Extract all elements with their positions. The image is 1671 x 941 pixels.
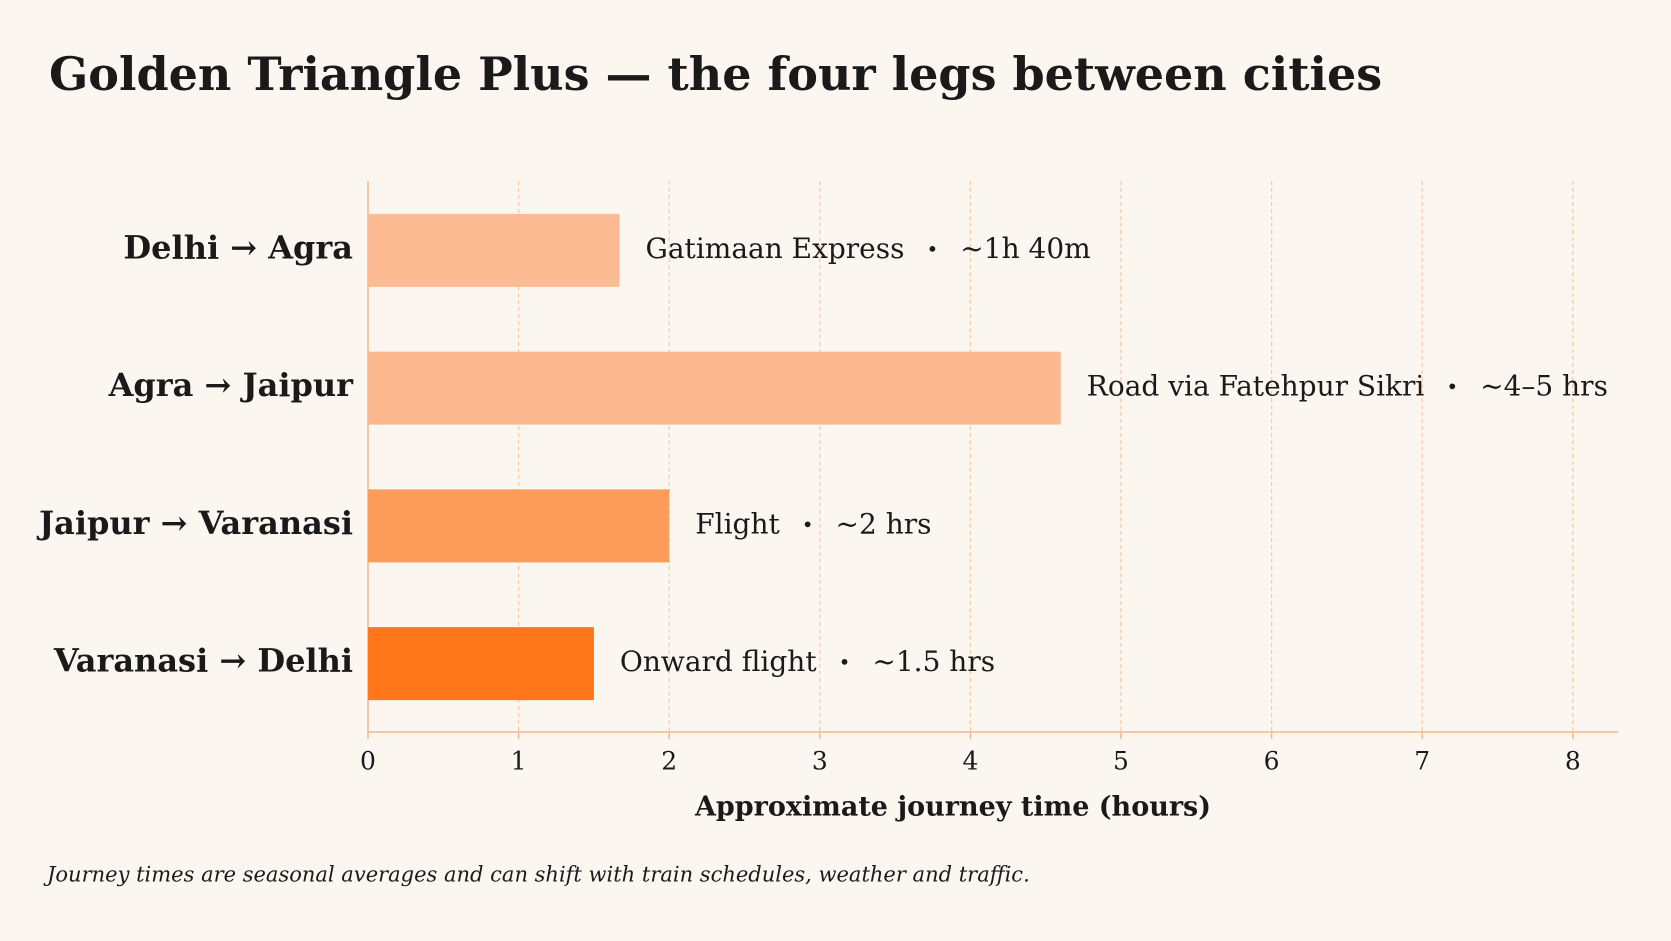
- y-tick-label: Agra → Jaipur: [108, 366, 355, 404]
- y-tick-label: Varanasi → Delhi: [53, 642, 353, 680]
- annotation-time: ~2 hrs: [836, 507, 932, 540]
- x-tick-label: 4: [962, 747, 978, 776]
- annotation-mode: Onward flight: [620, 645, 817, 678]
- footnote: Journey times are seasonal averages and …: [43, 863, 1030, 887]
- annotation-mode: Gatimaan Express: [646, 231, 905, 264]
- annotation-separator: •: [1446, 374, 1458, 398]
- y-tick-label: Delhi → Agra: [123, 228, 353, 266]
- annotation-separator: •: [839, 650, 851, 674]
- x-tick-label: 8: [1565, 747, 1581, 776]
- annotation-separator: •: [802, 512, 814, 536]
- annotation-time: ~1h 40m: [960, 231, 1090, 264]
- bar: [368, 489, 670, 563]
- x-tick-label: 7: [1414, 747, 1430, 776]
- bar-annotation: Gatimaan Express • ~1h 40m: [646, 231, 1091, 264]
- bar: [368, 213, 620, 287]
- x-tick-label: 6: [1264, 747, 1280, 776]
- annotation-time: ~4–5 hrs: [1480, 369, 1608, 402]
- bar: [368, 351, 1061, 425]
- bar-annotation: Onward flight • ~1.5 hrs: [620, 645, 995, 678]
- annotation-mode: Flight: [695, 507, 780, 540]
- x-axis-label: Approximate journey time (hours): [694, 792, 1211, 823]
- bar-annotation: Road via Fatehpur Sikri • ~4–5 hrs: [1087, 369, 1608, 402]
- y-tick-label: Jaipur → Varanasi: [36, 504, 353, 542]
- annotation-separator: •: [927, 236, 939, 260]
- x-tick-label: 1: [511, 747, 527, 776]
- chart-title: Golden Triangle Plus — the four legs bet…: [49, 47, 1382, 101]
- annotation-mode: Road via Fatehpur Sikri: [1087, 369, 1425, 402]
- x-tick-label: 5: [1113, 747, 1129, 776]
- annotation-time: ~1.5 hrs: [872, 645, 995, 678]
- bar: [368, 627, 594, 701]
- x-tick-label: 3: [812, 747, 828, 776]
- x-tick-label: 0: [360, 747, 376, 776]
- x-tick-label: 2: [661, 747, 677, 776]
- bar-annotation: Flight • ~2 hrs: [695, 507, 931, 540]
